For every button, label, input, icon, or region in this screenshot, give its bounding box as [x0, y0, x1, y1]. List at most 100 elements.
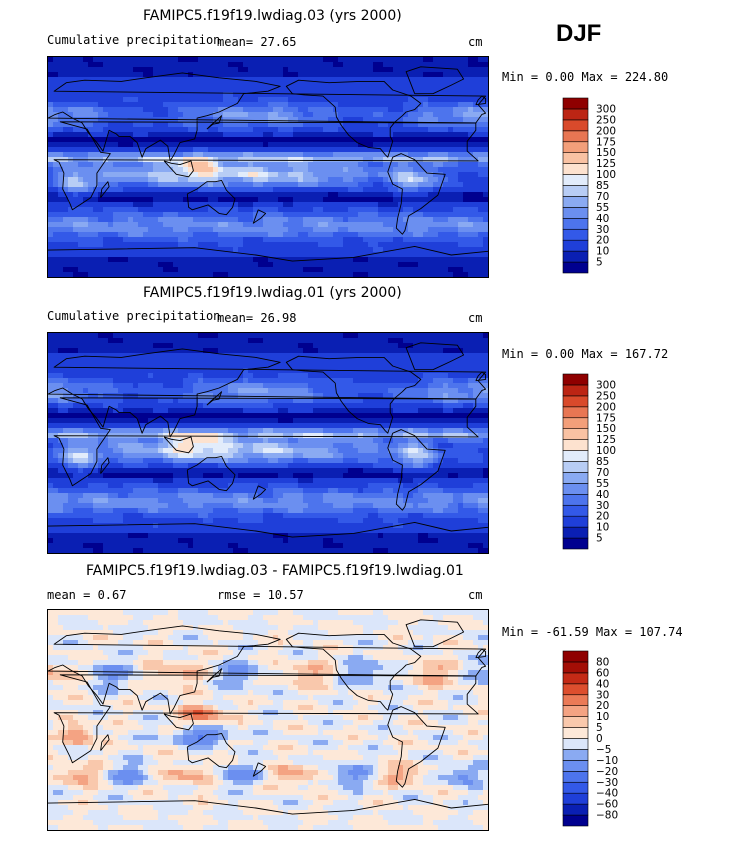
colorbar-box — [562, 163, 589, 175]
colorbar-tick-label: 80 — [596, 656, 609, 668]
panel-3-coastlines — [48, 619, 488, 815]
colorbar-box — [562, 108, 589, 121]
colorbar-box — [562, 97, 589, 110]
coastline — [48, 245, 488, 262]
colorbar-tick-label: 250 — [596, 390, 616, 402]
colorbar-box — [562, 661, 589, 674]
colorbar-box — [562, 239, 589, 252]
coastline — [48, 348, 487, 438]
colorbar-tick-label: −20 — [596, 766, 618, 778]
panel-1-mean: mean= 27.65 — [217, 35, 297, 49]
colorbar-box — [562, 406, 589, 419]
colorbar-tick-label: 70 — [596, 467, 609, 479]
colorbar-tick-label: 125 — [596, 434, 616, 446]
colorbar-box — [562, 373, 589, 386]
colorbar-box — [562, 152, 589, 164]
colorbar-tick-label: 30 — [596, 689, 609, 701]
colorbar-box — [562, 261, 589, 274]
colorbar-tick-label: 5 — [596, 257, 603, 269]
panel-3-units: cm — [468, 588, 483, 602]
coastline — [53, 674, 479, 764]
panel-2-coastlines — [48, 342, 488, 538]
panel-2-colorbar: 5 10 20 30 40 55 70 85 100 125 150 175 200 250 300 — [562, 373, 633, 550]
coastline — [163, 713, 194, 731]
colorbar-box — [562, 650, 589, 663]
panel-1-map-svg — [48, 57, 488, 277]
colorbar-tick-label: 40 — [596, 678, 609, 690]
panel-2-units: cm — [468, 311, 483, 325]
colorbar-box — [562, 683, 589, 696]
colorbar-box — [562, 781, 589, 794]
colorbar-box — [562, 141, 589, 153]
coastline — [100, 457, 110, 474]
colorbar-tick-label: 175 — [596, 412, 616, 424]
colorbar-box — [562, 705, 589, 717]
colorbar-box — [562, 228, 589, 241]
colorbar-tick-label: 125 — [596, 158, 616, 170]
colorbar-tick-label: 40 — [596, 489, 609, 501]
coastline — [163, 436, 194, 454]
colorbar-tick-label: 0 — [596, 733, 603, 745]
coastline — [387, 153, 446, 235]
colorbar-tick-label: 85 — [596, 456, 609, 468]
panel-1-variable-label: Cumulative precipitation — [47, 33, 221, 47]
coastline — [405, 66, 465, 95]
coastline — [285, 355, 422, 434]
season-label: DJF — [556, 20, 602, 47]
colorbar-tick-label: 250 — [596, 114, 616, 126]
colorbar-tick-label: 100 — [596, 445, 616, 457]
colorbar-box — [562, 384, 589, 397]
colorbar-box — [562, 537, 589, 550]
coastline — [186, 179, 236, 216]
colorbar-tick-label: 300 — [596, 379, 616, 391]
colorbar-box — [562, 515, 589, 528]
coastline — [206, 668, 223, 683]
colorbar-tick-label: −10 — [596, 755, 618, 767]
coastline — [252, 485, 267, 500]
colorbar-box — [562, 395, 589, 408]
colorbar-tick-label: 200 — [596, 125, 616, 137]
panel-1-units: cm — [468, 35, 483, 49]
colorbar-tick-label: −5 — [596, 744, 611, 756]
colorbar-box — [562, 483, 589, 495]
panel-1-coastlines — [48, 66, 488, 262]
colorbar-tick-label: −30 — [596, 777, 618, 789]
colorbar-box — [562, 119, 589, 132]
coastline — [48, 521, 488, 538]
colorbar-box — [562, 716, 589, 728]
colorbar-tick-label: 70 — [596, 191, 609, 203]
coastline — [53, 121, 479, 211]
panel-3-map-svg — [48, 610, 488, 830]
coastline — [53, 397, 479, 487]
colorbar-box — [562, 450, 589, 462]
colorbar-tick-label: 150 — [596, 423, 616, 435]
colorbar-tick-label: 20 — [596, 700, 609, 712]
colorbar-box — [562, 472, 589, 484]
coastline — [475, 648, 487, 659]
colorbar-tick-label: 40 — [596, 213, 609, 225]
panel-1-title: FAMIPC5.f19f19.lwdiag.03 (yrs 2000) — [143, 8, 402, 24]
colorbar-tick-label: 60 — [596, 667, 609, 679]
coastline — [206, 391, 223, 406]
coastline — [186, 455, 236, 492]
colorbar-tick-label: 300 — [596, 103, 616, 115]
colorbar-box — [562, 760, 589, 772]
coastline — [100, 181, 110, 198]
colorbar-box — [562, 130, 589, 143]
colorbar-tick-label: 10 — [596, 522, 609, 534]
colorbar-tick-label: 100 — [596, 169, 616, 181]
colorbar-box — [562, 185, 589, 197]
coastline — [387, 429, 446, 511]
colorbar-tick-label: 10 — [596, 711, 609, 723]
coastline — [405, 619, 465, 648]
coastline — [100, 734, 110, 751]
colorbar-box — [562, 504, 589, 517]
colorbar-tick-label: 55 — [596, 202, 609, 214]
colorbar-box — [562, 738, 589, 750]
colorbar-tick-label: 20 — [596, 511, 609, 523]
coastline — [252, 209, 267, 224]
colorbar-box — [562, 250, 589, 263]
colorbar-tick-label: 175 — [596, 136, 616, 148]
colorbar-box — [562, 461, 589, 473]
coastline — [285, 79, 422, 158]
